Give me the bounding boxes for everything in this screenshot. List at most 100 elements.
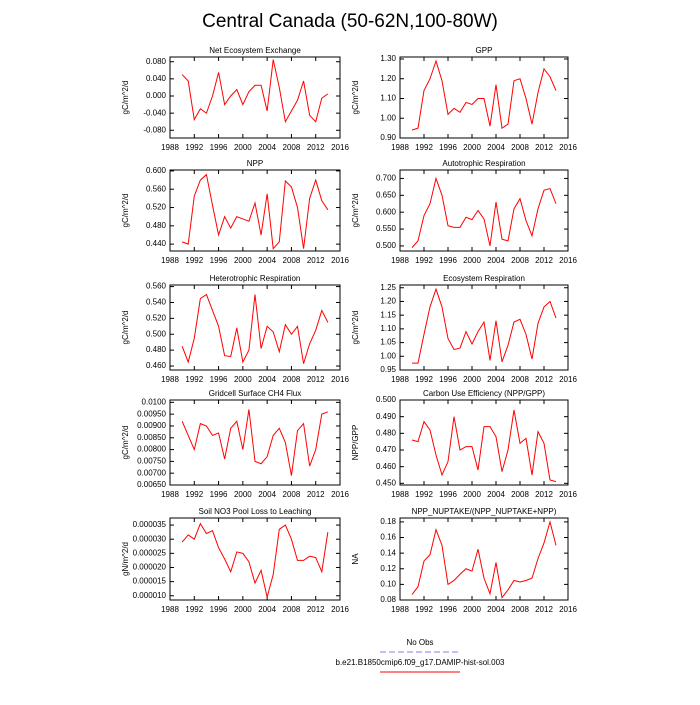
panel-title: NPP_NUPTAKE/(NPP_NUPTAKE+NPP): [412, 507, 557, 516]
y-axis-label: gC/m^2/d: [121, 426, 130, 460]
x-tick-label: 2004: [258, 256, 276, 265]
x-tick-label: 2016: [559, 375, 577, 384]
y-axis-label: gC/m^2/d: [351, 311, 360, 345]
y-tick-label: 0.500: [146, 329, 167, 338]
y-tick-label: 0.480: [376, 428, 397, 437]
data-line: [411, 519, 557, 599]
y-tick-label: 0.00800: [137, 445, 166, 454]
x-tick-label: 1996: [439, 375, 457, 384]
data-line: [412, 287, 557, 364]
x-tick-label: 2004: [487, 256, 505, 265]
y-tick-label: 0.00750: [137, 456, 166, 465]
x-tick-label: 2012: [307, 375, 325, 384]
x-tick-label: 2008: [511, 143, 529, 152]
x-tick-label: 1992: [415, 605, 433, 614]
y-tick-label: 1.00: [380, 113, 396, 122]
y-tick-label: 0.560: [146, 184, 167, 193]
x-tick-label: 2012: [535, 490, 553, 499]
y-tick-label: 0.540: [146, 298, 167, 307]
x-tick-label: 2000: [234, 490, 252, 499]
y-axis-label: NA: [351, 553, 360, 565]
y-axis-label: gC/m^2/d: [351, 194, 360, 228]
y-tick-label: 0.000015: [133, 577, 167, 586]
y-tick-label: 0.040: [146, 74, 167, 83]
x-tick-label: 2016: [331, 375, 349, 384]
x-tick-label: 1996: [210, 256, 228, 265]
x-tick-label: 1992: [415, 143, 433, 152]
y-tick-label: 0.10: [380, 579, 396, 588]
y-tick-label: 0.18: [380, 517, 396, 526]
y-axis-label: gC/m^2/d: [351, 81, 360, 115]
x-tick-label: 2004: [258, 375, 276, 384]
x-tick-label: 2008: [283, 256, 301, 265]
y-tick-label: 1.15: [380, 310, 396, 319]
y-tick-label: 1.30: [380, 54, 396, 63]
y-tick-label: 0.470: [376, 445, 397, 454]
x-tick-label: 2012: [307, 256, 325, 265]
y-axis-label: gC/m^2/d: [121, 81, 130, 115]
x-tick-label: 1988: [391, 490, 409, 499]
x-tick-label: 2012: [307, 490, 325, 499]
panel-title: Soil NO3 Pool Loss to Leaching: [199, 507, 312, 516]
x-tick-label: 2012: [535, 143, 553, 152]
x-tick-label: 1988: [161, 490, 179, 499]
legend-label: b.e21.B1850cmip6.f09_g17.DAMIP-hist-sol.…: [336, 658, 506, 667]
data-line: [181, 409, 329, 476]
x-tick-label: 2008: [511, 256, 529, 265]
x-tick-label: 1992: [185, 256, 203, 265]
y-tick-label: 0.460: [376, 462, 397, 471]
x-tick-label: 2008: [283, 143, 301, 152]
x-tick-label: 2000: [463, 605, 481, 614]
y-tick-label: -0.080: [143, 125, 166, 134]
x-tick-label: 2016: [331, 143, 349, 152]
x-tick-label: 2000: [234, 143, 252, 152]
y-tick-label: 0.550: [376, 224, 397, 233]
y-tick-label: 0.480: [146, 221, 167, 230]
y-tick-label: 0.000020: [133, 563, 167, 572]
x-tick-label: 1988: [161, 256, 179, 265]
data-line: [411, 409, 557, 483]
y-tick-label: 0.000010: [133, 591, 167, 600]
data-line: [411, 59, 557, 131]
y-axis-label: NPP/GPP: [351, 425, 360, 461]
y-tick-label: 0.440: [146, 239, 167, 248]
x-tick-label: 1996: [210, 490, 228, 499]
x-tick-label: 2008: [511, 375, 529, 384]
y-tick-label: 0.00950: [137, 409, 166, 418]
plot-frame: [169, 284, 341, 371]
panel-title: GPP: [476, 46, 493, 55]
y-tick-label: 1.20: [380, 74, 396, 83]
x-tick-label: 1988: [391, 143, 409, 152]
x-tick-label: 1996: [210, 605, 228, 614]
y-tick-label: 0.700: [376, 174, 397, 183]
y-tick-label: 0.650: [376, 190, 397, 199]
x-tick-label: 2008: [283, 490, 301, 499]
panel-title: Net Ecosystem Exchange: [209, 46, 301, 55]
plot-frame: [399, 517, 569, 601]
x-tick-label: 1996: [439, 256, 457, 265]
x-tick-label: 1996: [210, 375, 228, 384]
y-tick-label: -0.040: [143, 108, 166, 117]
x-tick-label: 2000: [234, 256, 252, 265]
x-tick-label: 2000: [463, 375, 481, 384]
y-tick-label: 0.520: [146, 203, 167, 212]
x-tick-label: 2004: [258, 143, 276, 152]
x-tick-label: 1992: [415, 256, 433, 265]
x-tick-label: 2000: [463, 256, 481, 265]
panel-title: Gridcell Surface CH4 Flux: [209, 389, 301, 398]
y-tick-label: 0.00700: [137, 468, 166, 477]
y-tick-label: 0.16: [380, 533, 396, 542]
panel-title: Heterotrophic Respiration: [210, 274, 301, 283]
x-tick-label: 2000: [463, 143, 481, 152]
y-tick-label: 0.90: [380, 133, 396, 142]
data-line: [181, 59, 329, 124]
x-tick-label: 1988: [161, 143, 179, 152]
x-tick-label: 1996: [439, 490, 457, 499]
x-tick-label: 2008: [511, 490, 529, 499]
y-tick-label: 0.450: [376, 478, 397, 487]
x-tick-label: 2008: [283, 375, 301, 384]
x-tick-label: 1996: [439, 605, 457, 614]
panel-title: NPP: [247, 159, 263, 168]
panel-title: Autotrophic Respiration: [442, 159, 525, 168]
